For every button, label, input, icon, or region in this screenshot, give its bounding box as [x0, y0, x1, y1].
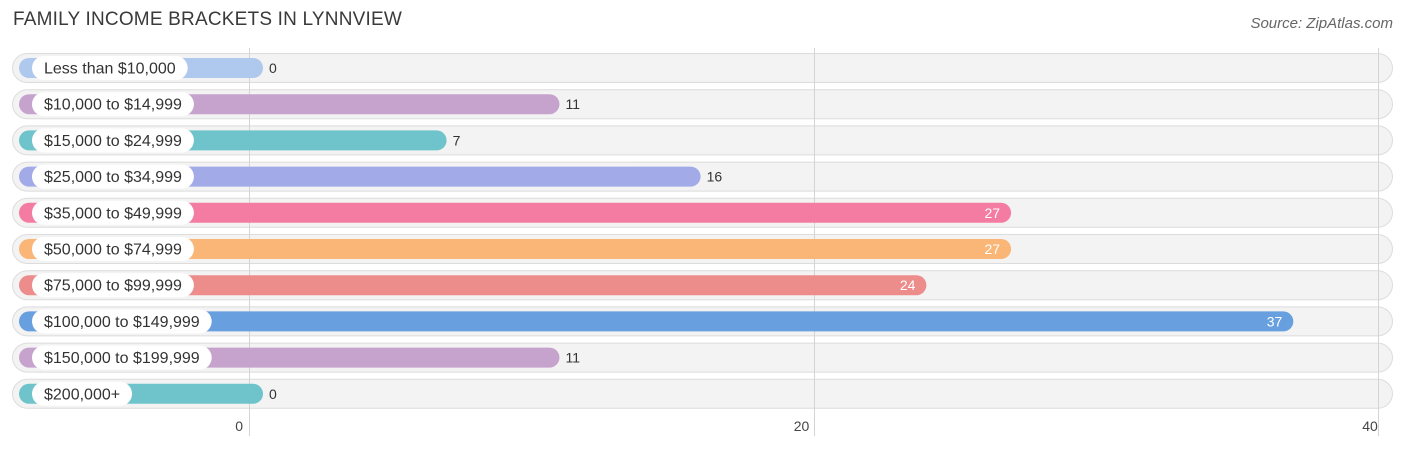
- value-label: 16: [707, 169, 723, 185]
- bar: [19, 202, 1012, 223]
- bar: [19, 275, 927, 296]
- row-background: [12, 53, 1393, 83]
- category-pill: [32, 200, 194, 225]
- value-label: 0: [269, 60, 277, 76]
- category-pill: [32, 273, 194, 298]
- bar: [19, 239, 1012, 259]
- category-pill: [32, 237, 194, 261]
- x-tick-label: 0: [235, 418, 243, 434]
- value-label: 11: [565, 350, 580, 366]
- value-label: 27: [984, 241, 1000, 257]
- category-pill: [32, 128, 194, 153]
- source-credit: Source: ZipAtlas.com: [1250, 15, 1393, 32]
- value-label: 24: [900, 277, 916, 293]
- category-pill: [32, 381, 133, 406]
- value-label: 0: [269, 386, 277, 402]
- category-label: $100,000 to $149,999: [44, 314, 200, 331]
- category-label: $200,000+: [44, 386, 120, 403]
- chart-title: FAMILY INCOME BRACKETS IN LYNNVIEW: [13, 9, 402, 30]
- x-tick-label: 20: [794, 418, 810, 434]
- category-label: Less than $10,000: [44, 61, 176, 78]
- x-axis-ticks: 0 20 40: [235, 418, 1378, 434]
- category-label: $50,000 to $74,999: [44, 242, 182, 259]
- category-pill: [32, 345, 212, 370]
- bars: Less than $10,000 0 $10,000 to $14,999 11 $1…: [19, 56, 1294, 406]
- category-label: $75,000 to $99,999: [44, 278, 182, 295]
- value-label: 37: [1267, 313, 1283, 329]
- category-pill: [32, 164, 194, 189]
- value-label: 11: [565, 96, 580, 112]
- bar: [19, 311, 1294, 332]
- category-label: $25,000 to $34,999: [44, 169, 182, 186]
- category-pill: [32, 56, 188, 80]
- row-background: [12, 378, 1393, 409]
- value-label: 7: [453, 132, 461, 148]
- category-label: $35,000 to $49,999: [44, 205, 182, 222]
- category-pill: [32, 92, 194, 117]
- category-pill: [32, 309, 212, 334]
- category-label: $15,000 to $24,999: [44, 133, 182, 150]
- category-label: $150,000 to $199,999: [44, 350, 200, 367]
- category-label: $10,000 to $14,999: [44, 97, 182, 114]
- x-tick-label: 40: [1362, 418, 1378, 434]
- value-label: 27: [984, 205, 1000, 221]
